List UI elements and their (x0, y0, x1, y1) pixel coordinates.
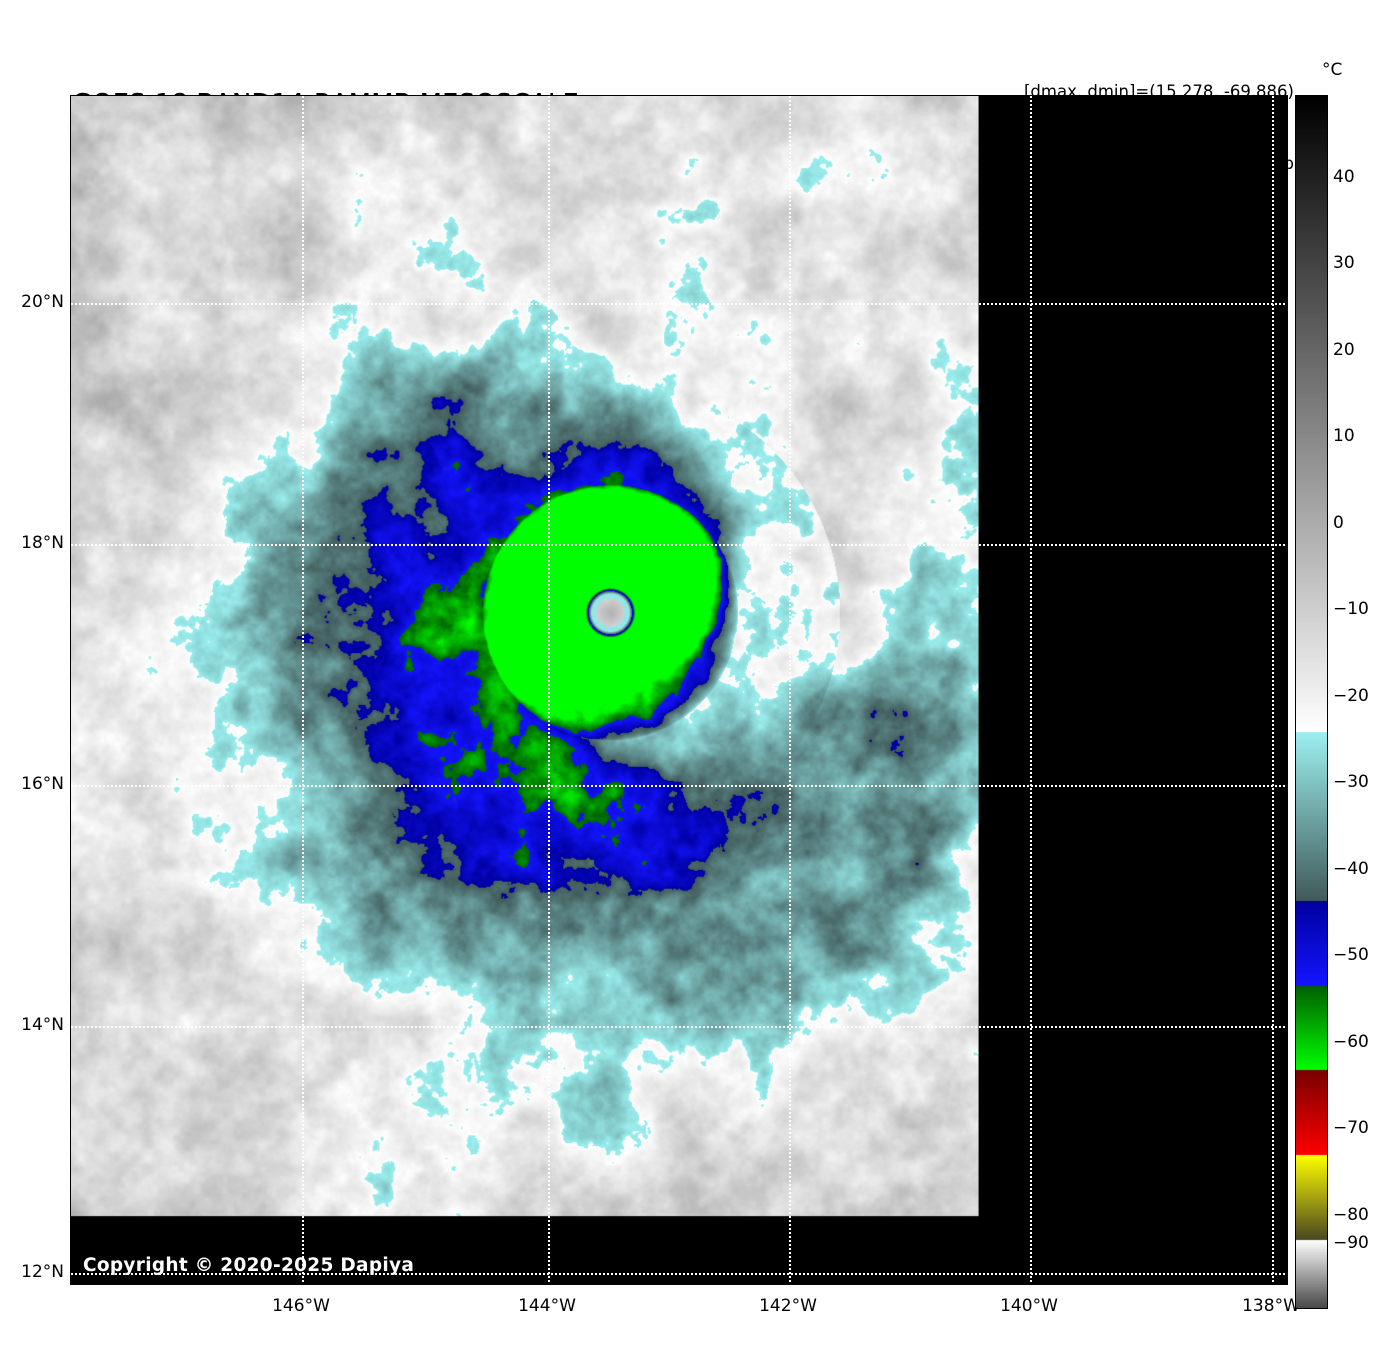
ytick-14n: 14°N (21, 1015, 64, 1035)
cbtick-m60: −60 (1333, 1032, 1369, 1052)
colorbar[interactable] (1295, 95, 1328, 1309)
satellite-image-plot[interactable]: Copyright © 2020-2025 Dapiya (70, 95, 1288, 1285)
xtick-138w: 138°W (1242, 1296, 1300, 1316)
colorbar-unit-label: °C (1322, 60, 1343, 80)
xtick-142w: 142°W (759, 1296, 817, 1316)
cbtick-20: 20 (1333, 340, 1355, 360)
satellite-imagery-canvas (71, 96, 1287, 1284)
cbtick-m30: −30 (1333, 772, 1369, 792)
cbtick-10: 10 (1333, 426, 1355, 446)
ytick-20n: 20°N (21, 292, 64, 312)
copyright-label: Copyright © 2020-2025 Dapiya (83, 1255, 415, 1276)
xtick-146w: 146°W (272, 1296, 330, 1316)
cbtick-m90: −90 (1333, 1233, 1369, 1253)
ytick-18n: 18°N (21, 533, 64, 553)
cbtick-m40: −40 (1333, 859, 1369, 879)
cbtick-m70: −70 (1333, 1118, 1369, 1138)
ytick-16n: 16°N (21, 774, 64, 794)
cbtick-m10: −10 (1333, 599, 1369, 619)
colorbar-gradient (1295, 95, 1328, 1309)
cbtick-m80: −80 (1333, 1205, 1369, 1225)
cbtick-0: 0 (1333, 513, 1344, 533)
cbtick-40: 40 (1333, 167, 1355, 187)
xtick-144w: 144°W (518, 1296, 576, 1316)
xtick-140w: 140°W (1000, 1296, 1058, 1316)
cbtick-30: 30 (1333, 253, 1355, 273)
cbtick-m50: −50 (1333, 945, 1369, 965)
ytick-12n: 12°N (21, 1262, 64, 1282)
cbtick-m20: −20 (1333, 686, 1369, 706)
